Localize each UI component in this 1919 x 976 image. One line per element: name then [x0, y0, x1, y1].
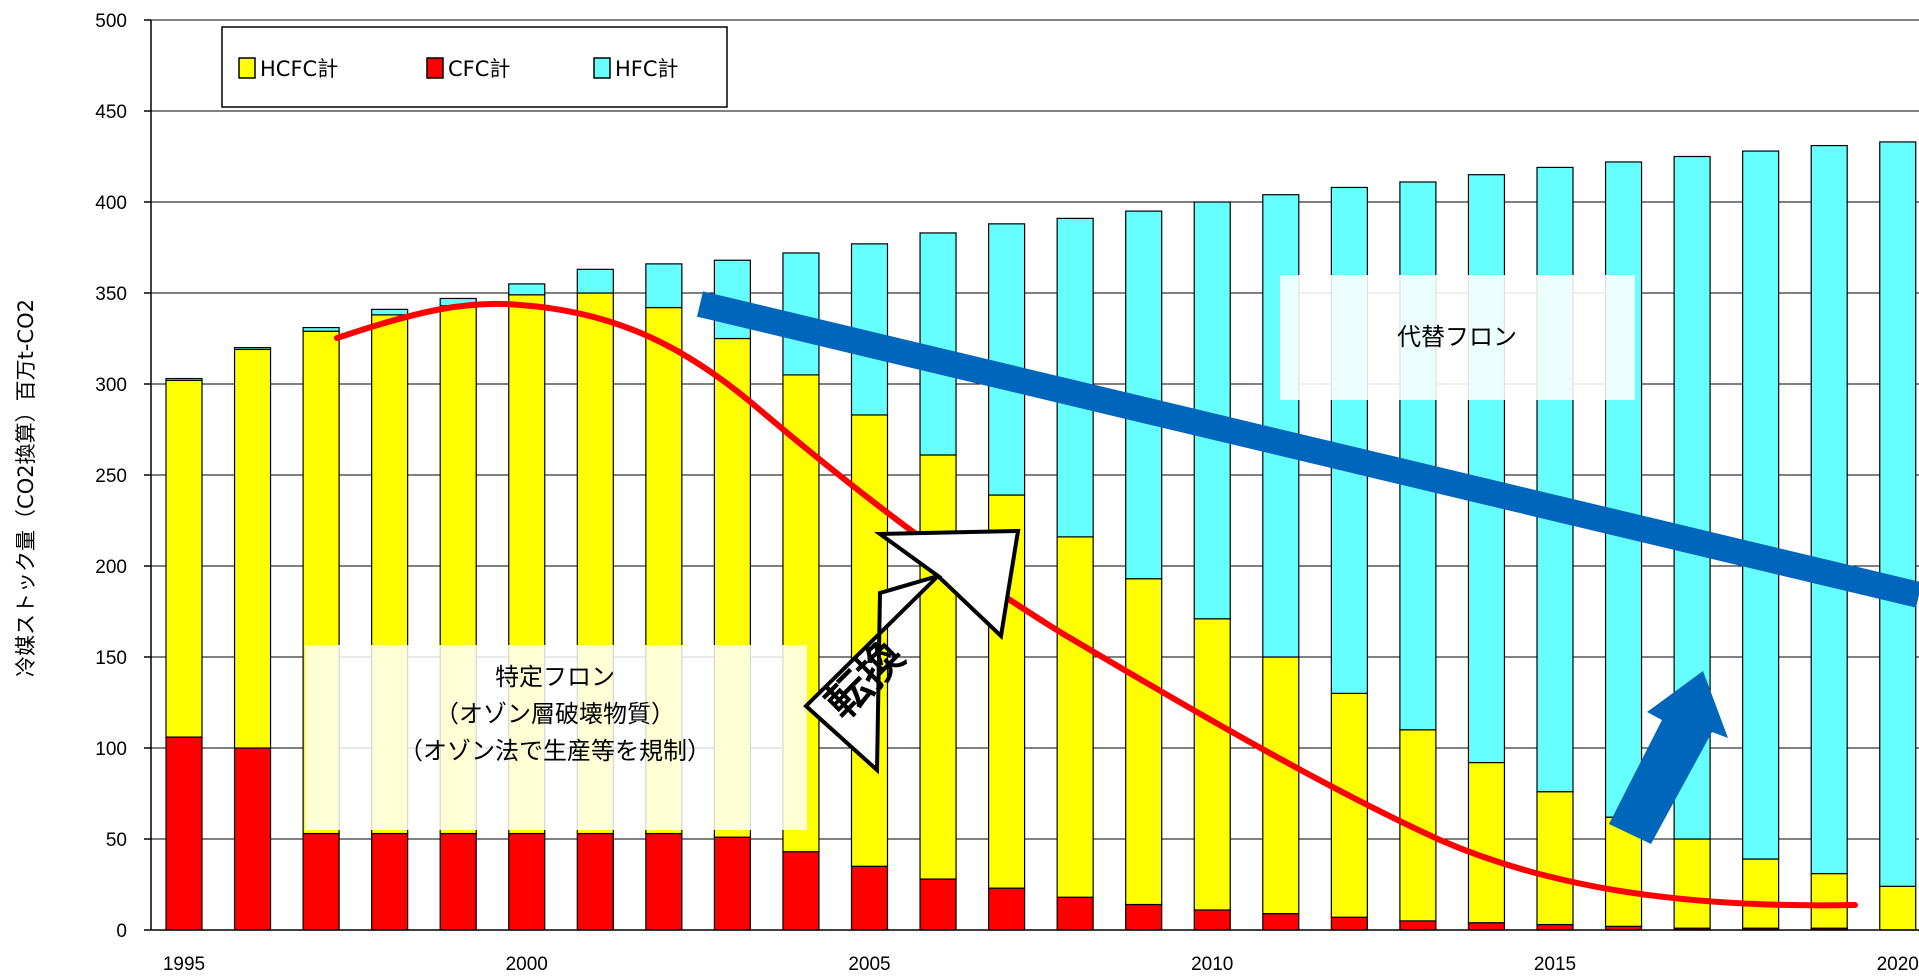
alternative-label: 代替フロン	[1397, 323, 1517, 351]
legend-frame	[221, 26, 728, 108]
alternative-label-box	[1280, 275, 1635, 400]
bar-hfc-2000	[508, 283, 546, 296]
conversion-arrow-shape	[803, 528, 1021, 775]
bar-cfc-2006	[919, 878, 957, 931]
bar-cfc-2001	[576, 832, 614, 931]
bar-hcfc-2010	[1193, 618, 1231, 911]
bar-hfc-1995	[165, 377, 203, 381]
bar-cfc-2008	[1056, 896, 1094, 931]
bar-hfc-2018	[1742, 150, 1780, 860]
bar-hfc-1997	[302, 326, 340, 332]
bar-hcfc-2017	[1673, 838, 1711, 929]
bar-cfc-2004	[782, 851, 820, 931]
bar-cfc-1996	[233, 747, 272, 931]
legend-swatch-cfc	[426, 57, 444, 79]
bar-hcfc-2006	[919, 454, 957, 880]
bar-hfc-2012	[1330, 186, 1368, 694]
bar-cfc-2014	[1467, 922, 1506, 931]
x-tick-2010: 2010	[1191, 954, 1233, 975]
bar-hfc-2011	[1262, 194, 1300, 658]
legend-label-cfc: CFC計	[448, 57, 510, 81]
bar-cfc-2000	[508, 832, 546, 931]
bar-hcfc-2014	[1467, 761, 1506, 924]
bar-hfc-2013	[1399, 181, 1437, 731]
bar-hfc-2006	[919, 232, 957, 456]
trend-band	[696, 291, 1919, 608]
y-tick-350: 350	[95, 284, 127, 305]
bar-hfc-2019	[1810, 144, 1848, 875]
y-tick-50: 50	[106, 830, 127, 851]
specified-label-line1: 特定フロン	[495, 663, 615, 691]
axes	[144, 19, 1919, 931]
blue-up-arrow	[1609, 671, 1728, 844]
bars	[165, 141, 1917, 931]
bar-hfc-2016	[1604, 161, 1643, 818]
conversion-arrow: 転換	[803, 528, 1021, 775]
bar-cfc-2013	[1399, 920, 1437, 931]
bar-cfc-1995	[165, 736, 203, 931]
bar-cfc-2003	[713, 836, 752, 931]
y-tick-0: 0	[116, 921, 127, 942]
y-tick-300: 300	[95, 375, 127, 396]
bar-cfc-2005	[850, 865, 889, 931]
y-tick-100: 100	[95, 739, 127, 760]
x-tick-labels: 1995 2000 2005 2010 2015 2020	[163, 954, 1919, 975]
specified-label-line3: （オゾン法で生産等を規制）	[399, 737, 711, 765]
x-tick-2000: 2000	[506, 954, 548, 975]
bar-hcfc-2008	[1056, 536, 1094, 898]
specified-label-box	[305, 645, 807, 830]
legend-swatch-hfc	[593, 57, 611, 79]
bar-cfc-2002	[645, 832, 683, 931]
x-tick-2005: 2005	[848, 954, 890, 975]
bar-cfc-2015	[1536, 923, 1574, 931]
bar-hfc-2002	[645, 263, 683, 309]
y-tick-400: 400	[95, 193, 127, 214]
legend: HCFC計 CFC計 HFC計	[221, 26, 728, 108]
y-tick-labels: 0 50 100 150 200 250 300 350 400 450 500	[95, 11, 127, 942]
bar-cfc-2012	[1330, 916, 1368, 931]
bar-hfc-2014	[1467, 174, 1506, 764]
y-tick-500: 500	[95, 11, 127, 32]
x-tick-2015: 2015	[1534, 954, 1576, 975]
y-tick-150: 150	[95, 648, 127, 669]
bar-hcfc-2009	[1125, 578, 1163, 906]
bar-cfc-1997	[302, 832, 340, 931]
bar-hfc-2001	[576, 268, 614, 294]
y-axis-label: 冷媒ストック量（CO2換算）百万t-CO2	[14, 299, 38, 677]
bar-hcfc-2015	[1536, 791, 1574, 926]
bar-hcfc-2011	[1262, 656, 1300, 915]
bar-hfc-2007	[987, 223, 1026, 496]
bar-hcfc-1995	[165, 379, 203, 738]
bar-hcfc-2020	[1879, 885, 1917, 931]
bar-hfc-2015	[1536, 166, 1574, 793]
legend-label-hcfc: HCFC計	[260, 57, 338, 81]
bar-hcfc-2019	[1810, 872, 1848, 929]
bar-hfc-1998	[371, 308, 409, 316]
bar-cfc-2007	[987, 887, 1026, 931]
y-tick-250: 250	[95, 466, 127, 487]
specified-label-line2: （オゾン層破壊物質）	[435, 700, 675, 728]
bar-cfc-2011	[1262, 913, 1300, 931]
bar-hfc-2020	[1879, 141, 1917, 887]
bar-cfc-1999	[439, 832, 477, 931]
bar-cfc-2009	[1125, 903, 1163, 931]
bar-hcfc-2018	[1742, 858, 1780, 929]
bar-hcfc-2012	[1330, 692, 1368, 918]
x-tick-1995: 1995	[163, 954, 205, 975]
x-tick-2020: 2020	[1877, 954, 1919, 975]
bar-cfc-1998	[371, 832, 409, 931]
bar-cfc-2010	[1193, 909, 1231, 931]
legend-swatch-hcfc	[238, 57, 256, 79]
y-tick-450: 450	[95, 102, 127, 123]
legend-label-hfc: HFC計	[615, 57, 679, 81]
bar-hfc-1996	[233, 347, 272, 351]
bar-hcfc-1996	[233, 348, 272, 749]
y-tick-200: 200	[95, 557, 127, 578]
